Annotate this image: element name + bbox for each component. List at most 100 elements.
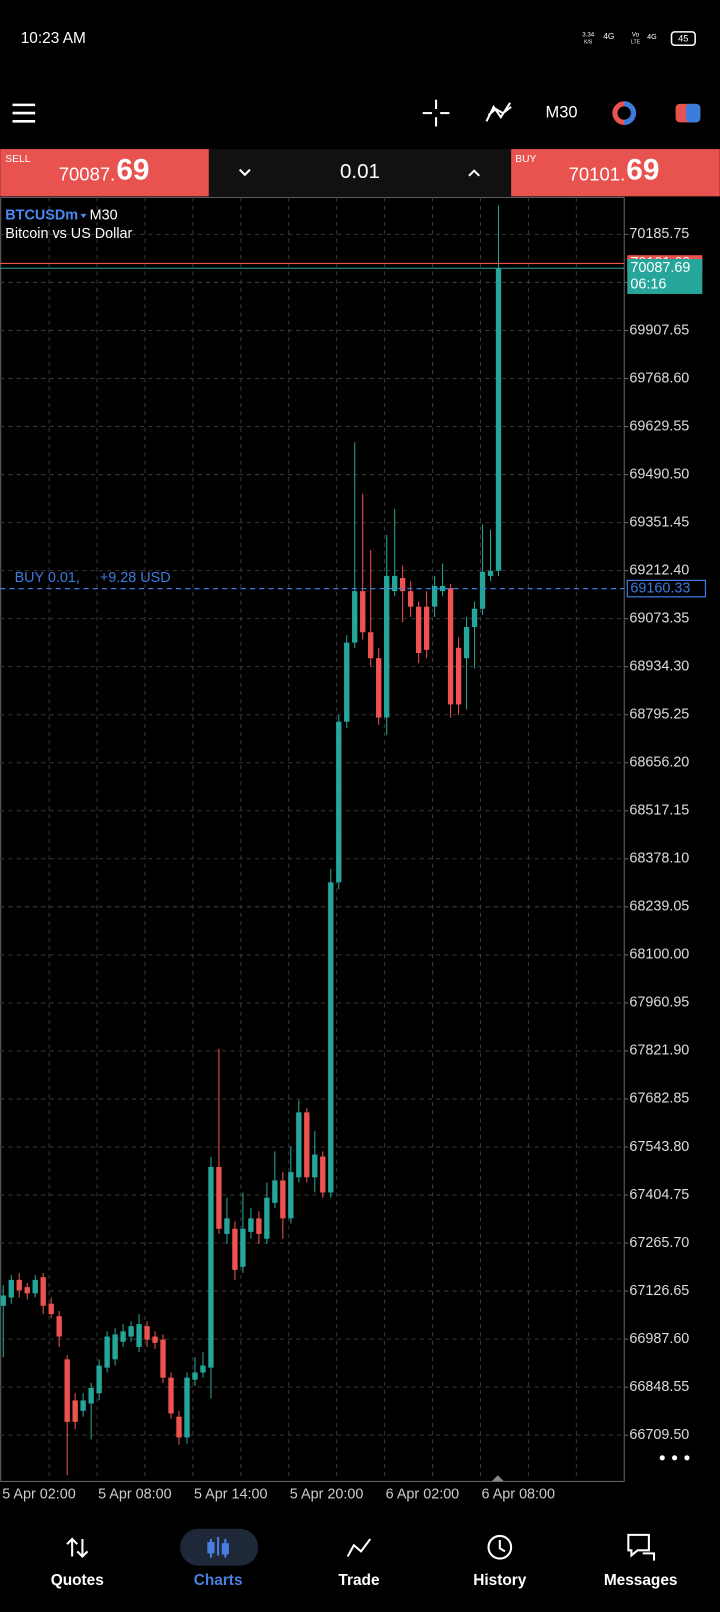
- buy-button[interactable]: [511, 149, 720, 197]
- menu-button[interactable]: [12, 103, 36, 123]
- volume-down[interactable]: [238, 168, 251, 177]
- candle-body: [272, 1180, 278, 1203]
- nav-label[interactable]: Trade: [338, 1572, 380, 1589]
- nav-label[interactable]: History: [473, 1572, 527, 1589]
- candle-body: [232, 1228, 238, 1270]
- x-tick-label: 5 Apr 20:00: [290, 1487, 364, 1503]
- nav-labels: Quotes Charts Trade History Messages: [51, 1572, 678, 1589]
- candle-body: [40, 1277, 46, 1306]
- sell-label: SELL: [5, 154, 30, 165]
- candle-body: [0, 1295, 6, 1306]
- volume-panel: [208, 149, 512, 197]
- candle-body: [407, 591, 414, 607]
- buy-label: BUY: [515, 154, 536, 165]
- y-tick-label: 66987.60: [629, 1331, 689, 1347]
- candle-body: [24, 1287, 30, 1294]
- sell-button[interactable]: [0, 149, 209, 197]
- x-tick-label: 5 Apr 14:00: [194, 1487, 268, 1503]
- volume-value[interactable]: 0.01: [340, 160, 380, 183]
- candle-body: [487, 570, 494, 576]
- y-tick-label: 69768.60: [629, 370, 689, 386]
- y-tick-label: 66848.55: [629, 1379, 689, 1395]
- candle-body: [96, 1365, 102, 1394]
- nav-label[interactable]: Messages: [604, 1572, 678, 1589]
- candle-body: [264, 1197, 270, 1239]
- candle-body: [32, 1279, 38, 1294]
- nav-icon-quotes[interactable]: [66, 1537, 89, 1558]
- scroll-marker: [491, 1475, 504, 1482]
- candle-body: [320, 1156, 326, 1193]
- objects-button[interactable]: [612, 101, 637, 125]
- candle-body: [280, 1180, 286, 1219]
- nav-icon-trade[interactable]: [346, 1538, 372, 1557]
- more-dot[interactable]: [684, 1455, 690, 1461]
- candles: [0, 205, 502, 1476]
- candle-body: [439, 585, 446, 592]
- nav-icon-messages[interactable]: [627, 1533, 656, 1561]
- candle-body: [248, 1218, 254, 1232]
- symbol[interactable]: BTCUSDm: [5, 208, 78, 224]
- candle-body: [479, 571, 486, 609]
- candle-body: [72, 1400, 78, 1422]
- candle-body: [224, 1218, 230, 1234]
- candle-body: [463, 627, 470, 659]
- chart-timeframe: M30: [90, 208, 118, 224]
- candle-body: [120, 1331, 126, 1342]
- candle-body: [344, 642, 350, 722]
- symbol-description: Bitcoin vs US Dollar: [5, 226, 132, 242]
- y-tick-label: 68934.30: [629, 658, 689, 674]
- y-tick-label: 67126.65: [629, 1283, 689, 1299]
- symbol-dropdown[interactable]: [80, 213, 87, 218]
- volume-up[interactable]: [468, 169, 480, 177]
- candle-body: [256, 1218, 262, 1234]
- candle-body: [64, 1359, 70, 1422]
- candle-body: [240, 1228, 246, 1267]
- trade-button[interactable]: [675, 103, 701, 123]
- status-network: LTE: [631, 40, 641, 46]
- y-tick-label: 67265.70: [629, 1235, 689, 1251]
- position-profit: +9.28 USD: [100, 570, 171, 586]
- bottom-nav: [0, 1516, 720, 1612]
- buy-price: 70101.: [569, 164, 626, 185]
- status-speed-unit: K/S: [584, 40, 593, 46]
- candle-body: [312, 1154, 318, 1178]
- y-tick-label: 67821.90: [629, 1043, 689, 1059]
- position-price-box: [626, 579, 707, 598]
- nav-label[interactable]: Quotes: [51, 1572, 104, 1589]
- candle-body: [328, 882, 334, 1193]
- y-tick-label: 68239.05: [629, 899, 689, 915]
- candle-body: [455, 647, 462, 705]
- candle-body: [288, 1172, 294, 1219]
- y-tick-label: 69212.40: [629, 562, 689, 578]
- candle-body: [360, 591, 366, 633]
- sell-price: 70087.: [59, 164, 116, 185]
- nav-icon-history[interactable]: [487, 1534, 513, 1560]
- x-tick-label: 5 Apr 08:00: [98, 1487, 172, 1503]
- candle-body: [208, 1166, 214, 1368]
- more-dot[interactable]: [672, 1455, 678, 1461]
- nav-label[interactable]: Charts: [194, 1572, 243, 1589]
- candle-body: [104, 1336, 110, 1368]
- battery-icon: [670, 31, 696, 47]
- indicators-button[interactable]: [485, 102, 512, 122]
- y-tick-label: 69351.45: [629, 514, 689, 530]
- candle-body: [112, 1334, 118, 1360]
- more-dot[interactable]: [659, 1455, 665, 1461]
- x-tick-label: 5 Apr 02:00: [2, 1487, 76, 1503]
- candle-body: [336, 721, 342, 883]
- sell-price-pips: 69: [116, 154, 149, 187]
- grid: 70185.7570046.7069907.6569768.6069629.55…: [0, 197, 689, 1503]
- crosshair-button[interactable]: [422, 99, 450, 127]
- y-tick-label: 69490.50: [629, 466, 689, 482]
- candle-body: [304, 1112, 310, 1178]
- y-tick-label: 66709.50: [629, 1427, 689, 1443]
- timeframe-button[interactable]: M30: [546, 103, 578, 121]
- candle-body: [431, 585, 438, 607]
- status-time: 10:23 AM: [21, 30, 86, 47]
- candle-body: [384, 575, 390, 718]
- candle-body: [16, 1279, 22, 1291]
- position-price: 69160.33: [630, 580, 690, 596]
- candle-body: [176, 1416, 182, 1438]
- candle-body: [80, 1400, 86, 1411]
